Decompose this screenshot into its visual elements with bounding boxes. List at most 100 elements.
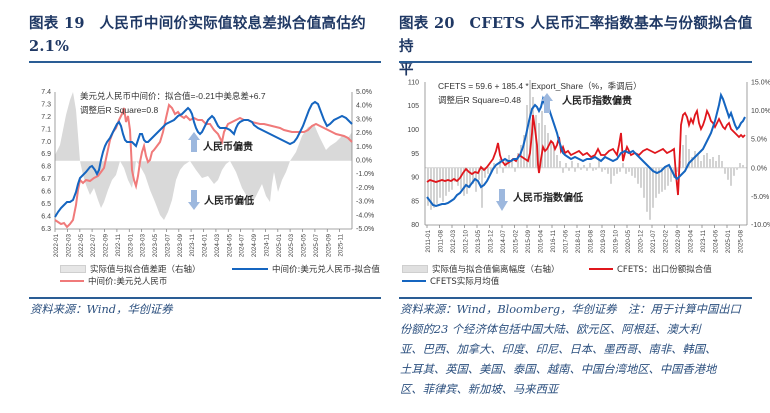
left-legend-actual: 中间价:美元兑人民币: [60, 275, 167, 287]
svg-text:15.0%: 15.0%: [751, 80, 770, 87]
svg-text:2023-05: 2023-05: [152, 234, 159, 258]
left-chart-panel: 图表 19 人民币中间价实际值较息差拟合值高估约 2.1% 6.3 6.4 6.5 6…: [29, 15, 381, 316]
right-x-tick-marks: [426, 225, 740, 228]
svg-text:2021-07: 2021-07: [650, 230, 657, 254]
svg-text:2024-05: 2024-05: [226, 234, 233, 258]
right-label-overvalued: 人民币指数偏贵: [562, 94, 632, 107]
svg-text:-5.0%: -5.0%: [751, 194, 769, 201]
svg-text:6.6: 6.6: [41, 189, 51, 196]
svg-text:2012-03: 2012-03: [450, 230, 457, 254]
right-legend-fitted: CFETS：出口份额拟合值: [589, 263, 712, 275]
left-gap-area: [55, 92, 352, 220]
left-title-line1: 图表 19 人民币中间价实际值较息差拟合值高估约: [29, 15, 366, 32]
svg-text:2022-05: 2022-05: [78, 234, 85, 258]
legend-label: 实际值与拟合值差距（右轴）: [90, 265, 201, 275]
svg-text:2019-10: 2019-10: [613, 230, 620, 254]
right-source: 资料来源：Wind，Bloomberg，华创证券 注：用于计算中国出口 份额的2…: [400, 300, 760, 400]
svg-text:10.0%: 10.0%: [751, 108, 770, 115]
right-x-ticks: 2011-01 2011-08 2012-03 2012-10 2013-05 …: [425, 230, 745, 254]
svg-text:2022-07: 2022-07: [90, 234, 97, 258]
right-chart-panel: 图表 20 CFETS 人民币汇率指数基本与份额拟合值持 平: [385, 0, 770, 413]
svg-text:90: 90: [411, 175, 419, 182]
svg-text:-4.0%: -4.0%: [356, 212, 374, 219]
svg-text:2023-03: 2023-03: [140, 234, 147, 258]
svg-text:0.0%: 0.0%: [751, 165, 767, 172]
right-title-line2: 平: [399, 61, 414, 78]
legend-swatch-fitted: [232, 268, 268, 270]
svg-text:110: 110: [408, 80, 419, 87]
left-up-arrow-icon: [188, 132, 200, 152]
svg-text:2025-09: 2025-09: [325, 234, 332, 258]
legend-label: 实际值与拟合值偏离幅度（右轴）: [432, 265, 560, 275]
legend-swatch-fitted: [589, 267, 613, 271]
left-label-overvalued: 人民币偏贵: [203, 140, 253, 153]
legend-swatch-gap: [60, 265, 86, 273]
svg-text:7.0: 7.0: [41, 139, 51, 146]
svg-text:2022-03: 2022-03: [65, 234, 72, 258]
svg-text:2025-07: 2025-07: [313, 234, 320, 258]
svg-text:2024-09: 2024-09: [251, 234, 258, 258]
svg-text:2019-03: 2019-03: [600, 230, 607, 254]
svg-text:2017-06: 2017-06: [563, 230, 570, 254]
legend-swatch-actual: [60, 280, 84, 282]
legend-swatch-gap: [402, 265, 428, 273]
svg-text:2013-05: 2013-05: [475, 230, 482, 254]
svg-text:2024-01: 2024-01: [202, 234, 209, 258]
source-line: 土耳其、英国、美国、泰国、越南、中国台湾地区、中国香港地: [400, 363, 717, 376]
svg-text:5.0%: 5.0%: [751, 137, 767, 144]
svg-text:-2.0%: -2.0%: [356, 185, 374, 192]
left-y-ticks: 6.3 6.4 6.5 6.6 6.7 6.8 6.9 7.0 7.1 7.2 7.3 7.4: [41, 89, 51, 233]
svg-text:2023-04: 2023-04: [688, 230, 695, 254]
svg-text:6.7: 6.7: [41, 176, 51, 183]
svg-text:2023-11: 2023-11: [189, 234, 196, 257]
svg-text:2016-04: 2016-04: [538, 230, 545, 254]
left-chart-plot: 6.3 6.4 6.5 6.6 6.7 6.8 6.9 7.0 7.1 7.2 7.3 7.4 5…: [41, 89, 374, 258]
source-line: 亚、巴西、加拿大、印度、印尼、日本、墨西哥、南非、韩国、: [400, 343, 717, 356]
svg-text:2022-09: 2022-09: [675, 230, 682, 254]
source-line: 资料来源：Wind，Bloomberg，华创证券 注：用于计算中国出口: [400, 303, 741, 316]
left-actual-line: [54, 103, 353, 229]
svg-text:2018-01: 2018-01: [575, 230, 582, 254]
left-source: 资料来源：Wind，华创证券: [30, 303, 173, 316]
left-label-undervalued: 人民币偏低: [204, 194, 254, 207]
svg-text:0.0%: 0.0%: [356, 158, 372, 165]
right-annotation-r2: 调整后R Square=0.48: [438, 95, 521, 105]
right-title-line1: 图表 20 CFETS 人民币汇率指数基本与份额拟合值持: [399, 15, 753, 55]
svg-text:6.3: 6.3: [41, 226, 51, 233]
right-y2-ticks: 15.0% 10.0% 5.0% 0.0% -5.0% -10.0%: [751, 80, 770, 230]
right-annotation-formula: CFETS = 59.6 + 185.4 * Export_Share（%，季调…: [438, 81, 642, 91]
right-up-arrow-icon: [541, 93, 553, 113]
right-legend-actual: CFETS实际月均值: [402, 275, 499, 287]
right-actual-line: [426, 91, 746, 208]
svg-text:2013-12: 2013-12: [488, 230, 495, 254]
svg-text:2025-03: 2025-03: [288, 234, 295, 258]
left-annotation-formula: 美元兑人民币中间价：拟合值=-0.21中美息差+6.7: [80, 91, 266, 101]
source-line: 份额的23 个经济体包括中国大陆、欧元区、阿根廷、澳大利: [400, 323, 701, 336]
right-chart-title: 图表 20 CFETS 人民币汇率指数基本与份额拟合值持 平: [399, 12, 759, 81]
svg-text:100: 100: [407, 127, 419, 134]
svg-text:80: 80: [411, 222, 419, 229]
svg-text:7.4: 7.4: [41, 89, 51, 96]
svg-text:85: 85: [411, 198, 419, 205]
svg-text:6.9: 6.9: [41, 151, 51, 158]
svg-text:7.1: 7.1: [41, 126, 51, 133]
left-title-line2: 2.1%: [29, 38, 70, 55]
svg-text:2024-03: 2024-03: [214, 234, 221, 258]
left-source-rule: [29, 297, 381, 299]
legend-label: CFETS：出口份额拟合值: [617, 265, 712, 275]
right-label-undervalued: 人民币指数偏低: [513, 191, 583, 204]
left-title-rule: [29, 61, 381, 63]
svg-text:2024-07: 2024-07: [239, 234, 246, 258]
svg-text:-3.0%: -3.0%: [356, 199, 374, 206]
svg-text:2025-11: 2025-11: [338, 234, 345, 257]
svg-text:2024-11: 2024-11: [263, 234, 270, 257]
svg-text:-1.0%: -1.0%: [356, 171, 374, 178]
svg-text:2025-05: 2025-05: [301, 234, 308, 258]
right-title-rule: [399, 61, 752, 63]
left-y2-ticks: 5.0% 4.0% 3.0% 2.0% 1.0% 0.0% -1.0% -2.0% -3.0…: [356, 89, 374, 233]
svg-text:2025-01: 2025-01: [725, 230, 732, 254]
svg-text:7.2: 7.2: [41, 114, 51, 121]
svg-text:2022-09: 2022-09: [103, 234, 110, 258]
svg-text:4.0%: 4.0%: [356, 103, 372, 110]
svg-text:2022-01: 2022-01: [53, 234, 60, 258]
